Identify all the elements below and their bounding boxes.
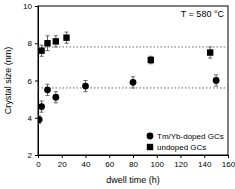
x-tick-label: 100 xyxy=(151,160,165,169)
y-tick-mark xyxy=(35,118,38,119)
reference-line xyxy=(38,46,228,47)
error-cap xyxy=(54,46,58,47)
point xyxy=(52,94,59,101)
series xyxy=(38,75,220,123)
point xyxy=(38,103,45,110)
y-tick: 10 xyxy=(23,2,38,11)
y-tick: 4 xyxy=(28,114,38,123)
error-cap xyxy=(65,32,69,33)
x-tick: 0 xyxy=(36,155,41,169)
error-cap xyxy=(40,45,44,46)
plot-frame xyxy=(38,6,228,155)
y-tick: 2 xyxy=(28,151,38,160)
x-tick-label: 0 xyxy=(36,160,41,169)
x-axis-line xyxy=(39,156,229,159)
y-axis: 2 4 6 8 10 xyxy=(23,2,38,160)
x-tick-mark xyxy=(86,155,87,158)
x-tick-label: 160 xyxy=(222,160,235,169)
error-cap xyxy=(208,58,212,59)
error-cap xyxy=(214,74,218,75)
error-cap xyxy=(54,102,58,103)
x-tick: 100 xyxy=(151,155,165,169)
error-cap xyxy=(46,84,50,85)
point xyxy=(82,83,89,90)
plot-area xyxy=(38,32,228,123)
y-tick-mark xyxy=(35,81,38,82)
legend-label: Tm/Yb-doped GCs xyxy=(157,132,224,141)
legend-label: undoped GCs xyxy=(157,143,206,152)
error-cap xyxy=(84,80,88,81)
point xyxy=(38,48,44,54)
x-axis-title: dwell time (h) xyxy=(106,175,160,185)
x-tick: 120 xyxy=(174,155,188,169)
error-cap xyxy=(46,50,50,51)
x-tick-mark xyxy=(181,155,182,158)
error-cap xyxy=(46,35,50,36)
reference-line xyxy=(38,87,228,88)
error-cap xyxy=(65,43,69,44)
x-tick: 140 xyxy=(198,155,212,169)
x-tick: 20 xyxy=(58,155,67,169)
point xyxy=(44,86,51,93)
point xyxy=(213,77,220,84)
error-cap xyxy=(131,76,135,77)
error-cap xyxy=(54,91,58,92)
error-cap xyxy=(214,86,218,87)
x-tick: 40 xyxy=(82,155,91,169)
x-tick: 80 xyxy=(129,155,138,169)
point xyxy=(207,49,213,55)
y-tick: 8 xyxy=(28,39,38,48)
error-cap xyxy=(131,87,135,88)
x-tick-mark xyxy=(157,155,158,158)
error-cap xyxy=(40,56,44,57)
x-tick-label: 40 xyxy=(82,160,91,169)
error-cap xyxy=(54,35,58,36)
chart: 0 20 40 60 80 100 120 140 160 2 4 6 8 10 dwell time (h… xyxy=(0,0,235,189)
y-axis-title: Crystal size (nm) xyxy=(3,47,13,115)
error-cap xyxy=(149,56,153,57)
x-tick-label: 80 xyxy=(129,160,138,169)
error-cap xyxy=(208,46,212,47)
y-tick: 6 xyxy=(28,77,38,86)
x-tick: 160 xyxy=(222,155,235,169)
point xyxy=(63,34,69,40)
y-tick-label: 2 xyxy=(28,151,33,160)
x-tick-mark xyxy=(204,155,205,158)
error-cap xyxy=(40,100,44,101)
y-tick-mark xyxy=(35,155,38,156)
x-tick-label: 140 xyxy=(198,160,212,169)
legend-marker xyxy=(147,133,154,140)
x-tick-mark xyxy=(133,155,134,158)
legend-marker xyxy=(147,144,153,150)
x-tick-mark xyxy=(109,155,110,158)
point xyxy=(148,57,154,63)
point xyxy=(44,40,50,46)
y-tick-mark xyxy=(35,43,38,44)
point xyxy=(38,116,43,123)
point xyxy=(130,79,137,86)
y-tick-mark xyxy=(35,6,38,7)
error-cap xyxy=(40,112,44,113)
error-cap xyxy=(46,95,50,96)
y-tick-label: 4 xyxy=(28,114,33,123)
x-tick: 60 xyxy=(105,155,114,169)
x-tick-label: 120 xyxy=(174,160,188,169)
error-cap xyxy=(149,63,153,64)
point xyxy=(53,38,59,44)
annotation: T = 580 °C xyxy=(181,9,225,19)
x-axis: 0 20 40 60 80 100 120 140 160 xyxy=(36,155,235,169)
y-tick-label: 8 xyxy=(28,39,33,48)
series xyxy=(38,32,213,64)
y-tick-label: 6 xyxy=(28,77,33,86)
legend: Tm/Yb-doped GCs undoped GCs xyxy=(147,132,224,152)
error-cap xyxy=(84,91,88,92)
y-axis-line xyxy=(35,7,39,156)
x-tick-mark xyxy=(62,155,63,158)
x-tick-label: 20 xyxy=(58,160,67,169)
x-tick-mark xyxy=(228,155,229,158)
x-tick-label: 60 xyxy=(105,160,114,169)
y-tick-label: 10 xyxy=(23,2,32,11)
